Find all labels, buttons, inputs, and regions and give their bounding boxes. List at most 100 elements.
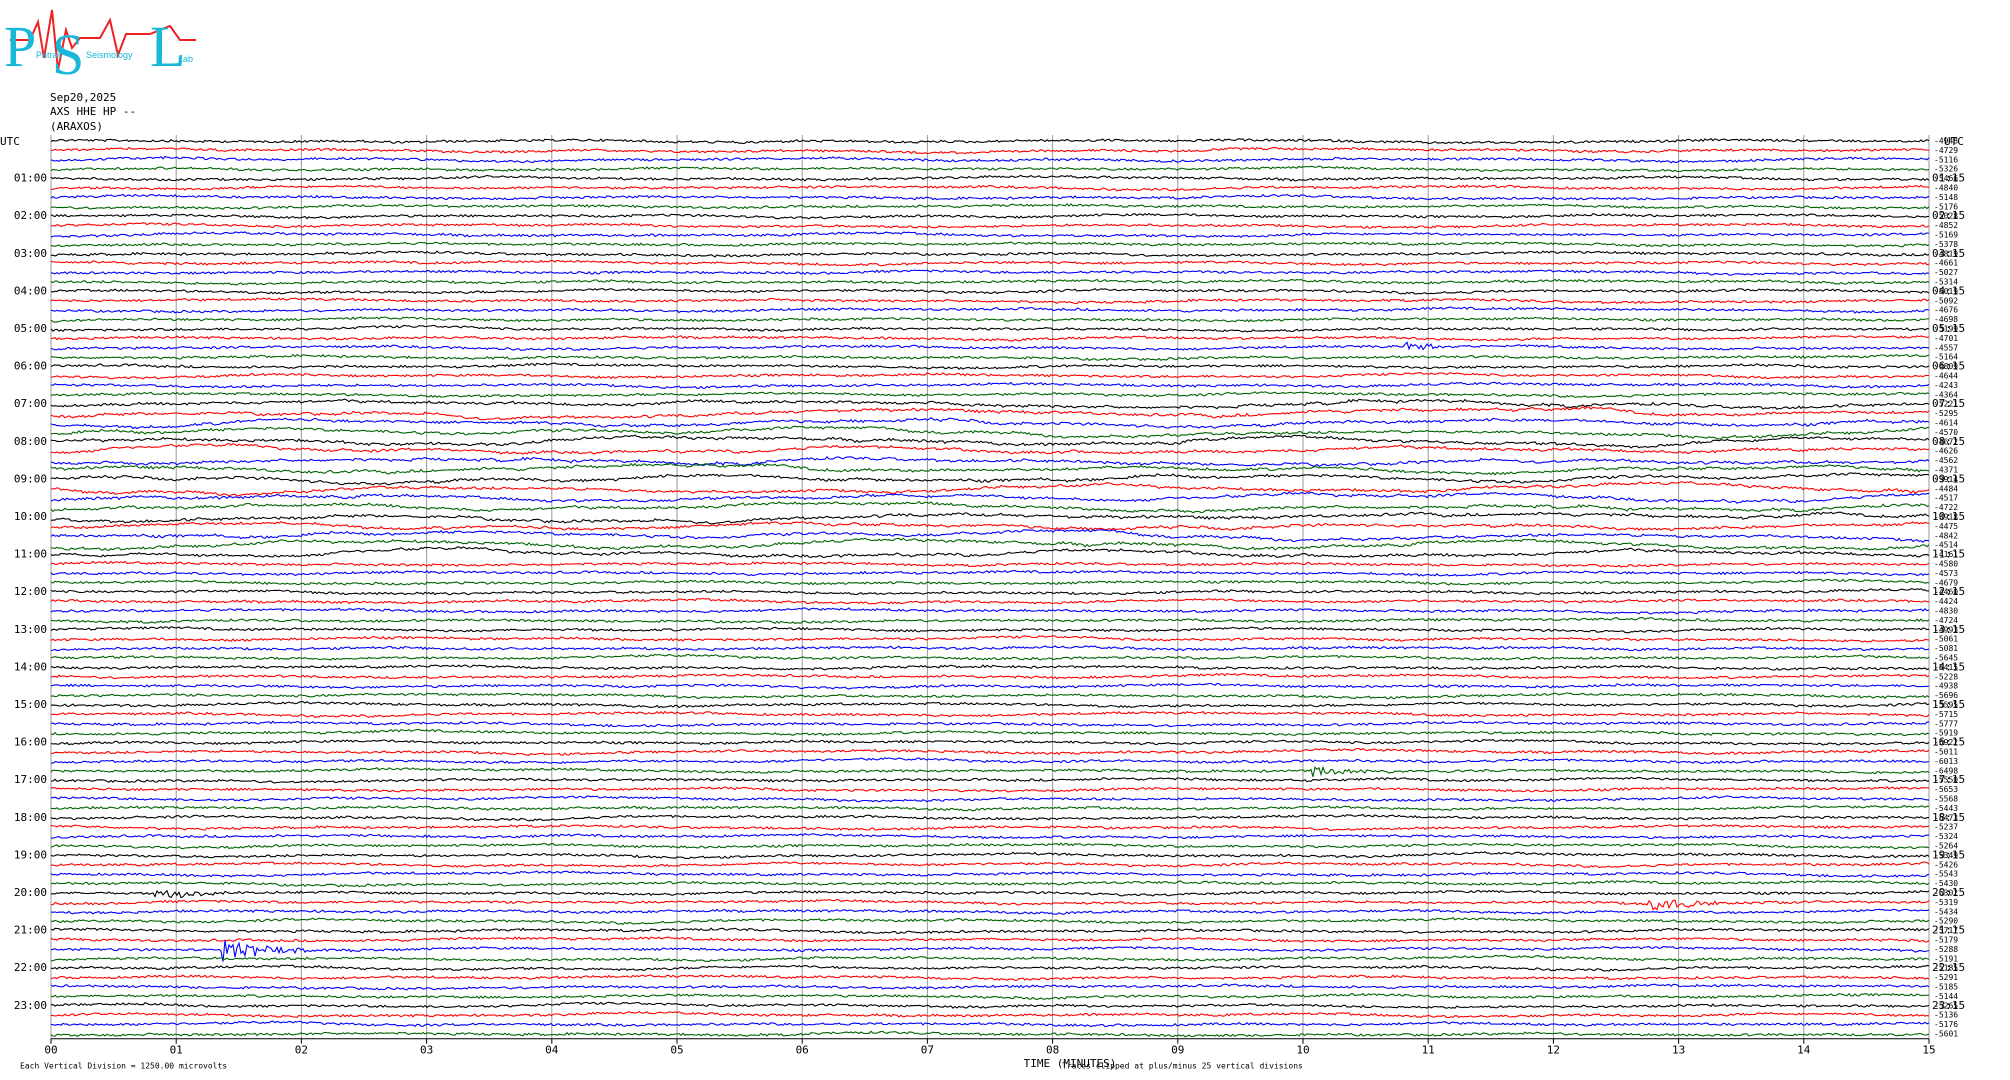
trace — [50, 635, 1930, 643]
x-tick-label: 12 — [1547, 1044, 1560, 1057]
trace — [50, 391, 1930, 398]
trace — [50, 455, 1930, 467]
trace-offset: -5595 — [1934, 701, 1958, 710]
trace-offset: -5290 — [1934, 917, 1958, 926]
trace-offset: -4161 — [1934, 550, 1958, 559]
trace-offset: -5221 — [1934, 400, 1958, 409]
trace-offset: -5543 — [1934, 870, 1958, 879]
trace-offset: -5028 — [1934, 212, 1958, 221]
left-hour-label: 22:00 — [14, 961, 47, 974]
logo-wave — [10, 9, 196, 71]
left-hour-label: 20:00 — [14, 886, 47, 899]
right-hour-label: 21:15 — [1932, 924, 1965, 937]
x-tick-label: 09 — [1171, 1044, 1184, 1057]
trace — [51, 776, 1930, 784]
trace-offset: -4580 — [1934, 560, 1958, 569]
trace-offset: -4722 — [1934, 503, 1958, 512]
trace — [50, 434, 1930, 449]
trace-offset: -5176 — [1934, 202, 1958, 211]
trace-offset: -5777 — [1934, 719, 1958, 728]
x-tick-label: 07 — [921, 1044, 934, 1057]
trace-offset: -4698 — [1934, 315, 1958, 324]
trace — [50, 138, 1930, 145]
trace-offset: -4484 — [1934, 484, 1958, 493]
trace — [50, 1030, 1930, 1038]
trace-offset: -5061 — [1934, 635, 1958, 644]
trace — [50, 578, 1930, 586]
trace-offset: -5081 — [1934, 644, 1958, 653]
left-hour-label: 14:00 — [14, 660, 47, 673]
trace-offset: -6498 — [1934, 766, 1958, 775]
trace-offset: -5717 — [1934, 926, 1958, 935]
x-tick-label: 13 — [1672, 1044, 1685, 1057]
x-tick-label: 00 — [44, 1044, 57, 1057]
trace — [50, 682, 1930, 690]
trace-offset: -5164 — [1934, 353, 1958, 362]
trace — [50, 231, 1930, 238]
trace — [50, 936, 1930, 943]
trace-offset: -4729 — [1934, 146, 1958, 155]
trace-offset: -4573 — [1934, 569, 1958, 578]
trace-offset: -4679 — [1934, 578, 1958, 587]
trace — [50, 851, 1930, 860]
trace — [50, 560, 1930, 568]
trace — [50, 341, 1930, 352]
trace — [50, 833, 1930, 840]
trace — [50, 861, 1930, 869]
trace — [50, 288, 1930, 295]
trace — [50, 297, 1930, 305]
trace — [50, 511, 1930, 525]
trace — [50, 324, 1930, 333]
trace-offset: -4724 — [1934, 616, 1958, 625]
right-hour-label: 08:15 — [1932, 435, 1965, 448]
right-hour-label: 17:15 — [1932, 773, 1965, 786]
trace — [50, 250, 1930, 258]
left-hour-label: 08:00 — [14, 435, 47, 448]
trace — [50, 193, 1930, 201]
x-tick-label: 03 — [420, 1044, 433, 1057]
left-hour-label: 10:00 — [14, 510, 47, 523]
trace — [50, 491, 1930, 504]
trace-offset: -4626 — [1934, 447, 1958, 456]
trace — [50, 728, 1930, 737]
left-hour-label: 04:00 — [14, 284, 47, 297]
trace — [50, 241, 1930, 248]
trace — [50, 155, 1930, 164]
right-hour-label: 05:15 — [1932, 322, 1965, 335]
trace-offset: -5430 — [1934, 879, 1958, 888]
trace-offset: -5378 — [1934, 240, 1958, 249]
x-tick-label: 10 — [1296, 1044, 1309, 1057]
trace-offset: -5179 — [1934, 936, 1958, 945]
trace-offset: -5228 — [1934, 672, 1958, 681]
trace-offset: -4842 — [1934, 531, 1958, 540]
trace-offset: -4371 — [1934, 466, 1958, 475]
trace — [50, 588, 1929, 596]
trace — [50, 889, 1930, 899]
right-hour-label: 01:15 — [1932, 172, 1965, 185]
trace-offset: -5443 — [1934, 804, 1958, 813]
left-hour-label: 23:00 — [14, 999, 47, 1012]
trace-offset: -4676 — [1934, 306, 1958, 315]
logo-letter: P — [4, 14, 36, 79]
left-hour-label: 11:00 — [14, 548, 47, 561]
trace-offset: -6013 — [1934, 757, 1958, 766]
trace — [50, 146, 1930, 155]
trace-offset: -5288 — [1934, 945, 1958, 954]
trace — [50, 738, 1930, 746]
trace-offset: -5568 — [1934, 795, 1958, 804]
trace-offset: -5185 — [1934, 983, 1958, 992]
trace-offset: -5011 — [1934, 748, 1958, 757]
left-hour-label: 18:00 — [14, 811, 47, 824]
trace-offset: -5434 — [1934, 907, 1958, 916]
trace — [50, 664, 1930, 671]
trace — [50, 480, 1930, 497]
date: Sep20,2025 — [50, 91, 116, 104]
trace — [50, 870, 1930, 878]
trace — [50, 1020, 1930, 1028]
x-tick-label: 08 — [1046, 1044, 1059, 1057]
x-tick-label: 02 — [295, 1044, 308, 1057]
trace-offset: -4852 — [1934, 221, 1958, 230]
left-hour-label: 09:00 — [14, 472, 47, 485]
trace — [50, 500, 1930, 514]
trace — [50, 174, 1930, 182]
